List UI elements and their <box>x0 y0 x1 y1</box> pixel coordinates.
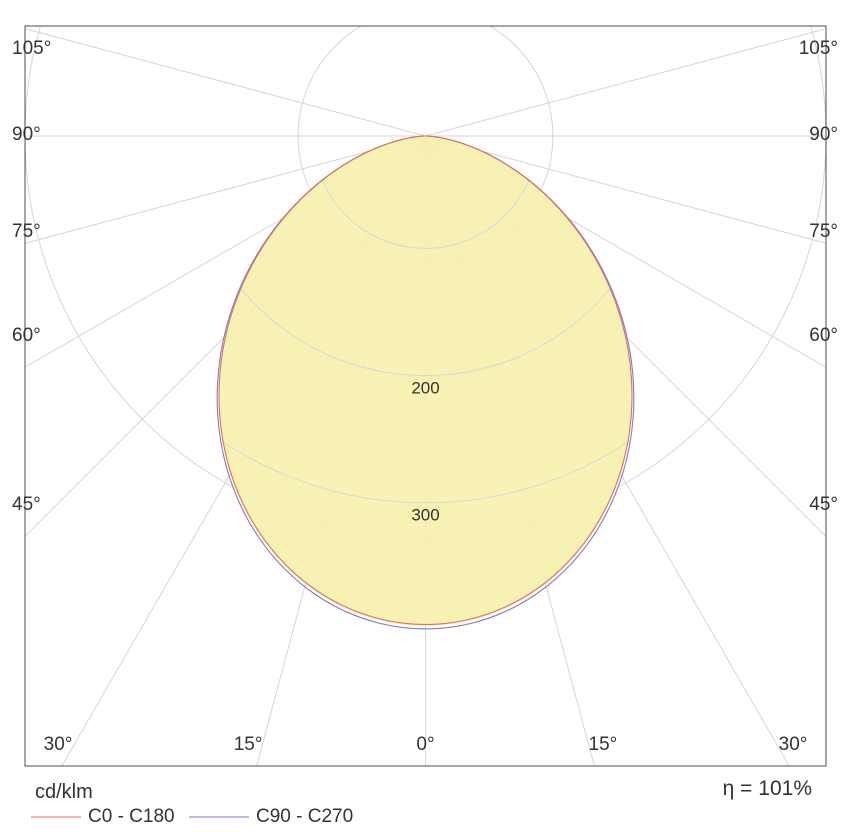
svg-text:45°: 45° <box>12 494 41 515</box>
svg-text:90°: 90° <box>809 124 838 145</box>
svg-text:15°: 15° <box>589 734 618 755</box>
svg-text:60°: 60° <box>809 325 838 346</box>
svg-text:60°: 60° <box>12 325 41 346</box>
svg-text:C90 - C270: C90 - C270 <box>256 806 353 827</box>
svg-text:30°: 30° <box>44 734 73 755</box>
svg-text:300: 300 <box>411 505 439 524</box>
svg-text:105°: 105° <box>12 38 51 59</box>
svg-text:45°: 45° <box>809 494 838 515</box>
svg-text:0°: 0° <box>416 734 434 755</box>
svg-text:105°: 105° <box>799 38 838 59</box>
svg-text:200: 200 <box>411 378 439 397</box>
svg-text:75°: 75° <box>809 221 838 242</box>
svg-text:30°: 30° <box>779 734 808 755</box>
svg-text:90°: 90° <box>12 124 41 145</box>
svg-text:15°: 15° <box>234 734 263 755</box>
svg-text:η = 101%: η = 101% <box>723 777 812 800</box>
svg-text:cd/klm: cd/klm <box>35 781 93 803</box>
svg-text:C0 - C180: C0 - C180 <box>88 806 175 827</box>
svg-text:75°: 75° <box>12 221 41 242</box>
